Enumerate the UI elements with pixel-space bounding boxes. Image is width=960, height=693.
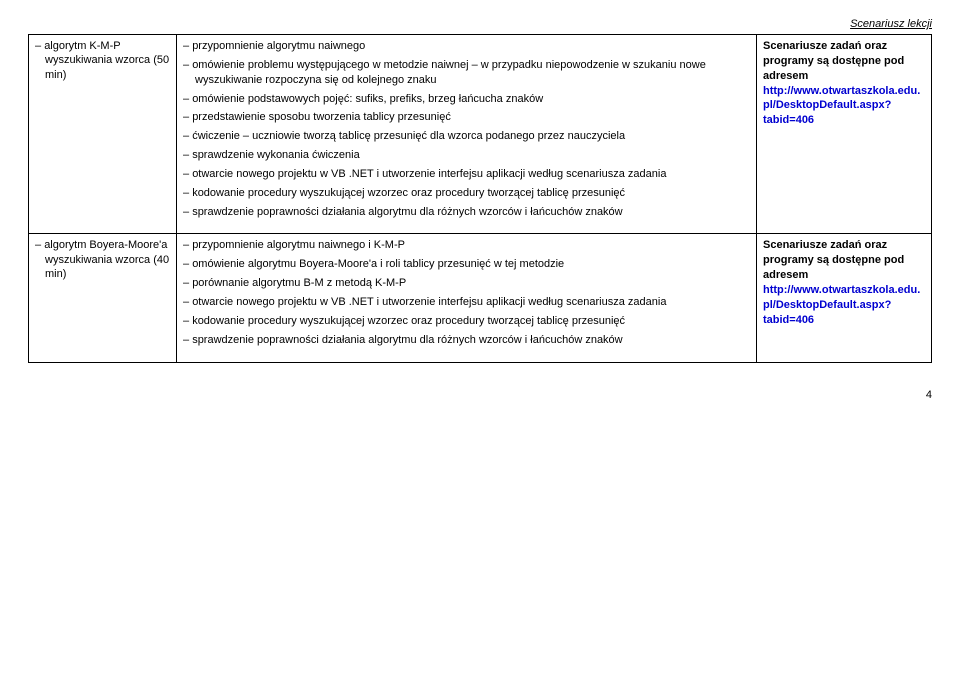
list-item: kodowanie procedury wyszukującej wzorzec… <box>183 186 750 201</box>
list-item: kodowanie procedury wyszukującej wzorzec… <box>183 314 750 329</box>
list-item: otwarcie nowego projektu w VB .NET i utw… <box>183 295 750 310</box>
list-item: omówienie algorytmu Boyera-Moore'a i rol… <box>183 257 750 272</box>
table-row: – algorytm Boyera-Moore'a wyszukiwania w… <box>29 234 932 362</box>
list-item: przypomnienie algorytmu naiwnego i K-M-P <box>183 238 750 253</box>
list-item: sprawdzenie poprawności działania algory… <box>183 333 750 348</box>
page-header: Scenariusz lekcji <box>28 18 932 30</box>
row-left-cell: – algorytm K-M-P wyszukiwania wzorca (50… <box>29 35 177 234</box>
page-number: 4 <box>28 389 932 401</box>
right-bold-text: Scenariusze zadań oraz programy są dostę… <box>763 40 904 82</box>
right-bold-text: Scenariusze zadań oraz programy są dostę… <box>763 239 904 281</box>
list-item: ćwiczenie – uczniowie tworzą tablicę prz… <box>183 129 750 144</box>
row-left-cell: – algorytm Boyera-Moore'a wyszukiwania w… <box>29 234 177 362</box>
list-item: przypomnienie algorytmu naiwnego <box>183 39 750 54</box>
right-link-text[interactable]: http://www.otwartaszkola.edu.pl/DesktopD… <box>763 85 920 127</box>
row-middle-cell: przypomnienie algorytmu naiwnego i K-M-P… <box>177 234 757 362</box>
right-link-text[interactable]: http://www.otwartaszkola.edu.pl/DesktopD… <box>763 284 920 326</box>
left-item-text: – algorytm Boyera-Moore'a wyszukiwania w… <box>35 238 170 281</box>
row-middle-cell: przypomnienie algorytmu naiwnego omówien… <box>177 35 757 234</box>
list-item: otwarcie nowego projektu w VB .NET i utw… <box>183 167 750 182</box>
list-item: omówienie problemu występującego w metod… <box>183 58 750 88</box>
list-item: sprawdzenie wykonania ćwiczenia <box>183 148 750 163</box>
left-item-text: – algorytm K-M-P wyszukiwania wzorca (50… <box>35 39 170 82</box>
row-right-cell: Scenariusze zadań oraz programy są dostę… <box>757 35 932 234</box>
list-item: sprawdzenie poprawności działania algory… <box>183 205 750 220</box>
list-item: przedstawienie sposobu tworzenia tablicy… <box>183 110 750 125</box>
row-right-cell: Scenariusze zadań oraz programy są dostę… <box>757 234 932 362</box>
middle-list: przypomnienie algorytmu naiwnego omówien… <box>183 39 750 219</box>
middle-list: przypomnienie algorytmu naiwnego i K-M-P… <box>183 238 750 347</box>
list-item: porównanie algorytmu B-M z metodą K-M-P <box>183 276 750 291</box>
list-item: omówienie podstawowych pojęć: sufiks, pr… <box>183 92 750 107</box>
table-row: – algorytm K-M-P wyszukiwania wzorca (50… <box>29 35 932 234</box>
lesson-table: – algorytm K-M-P wyszukiwania wzorca (50… <box>28 34 932 363</box>
